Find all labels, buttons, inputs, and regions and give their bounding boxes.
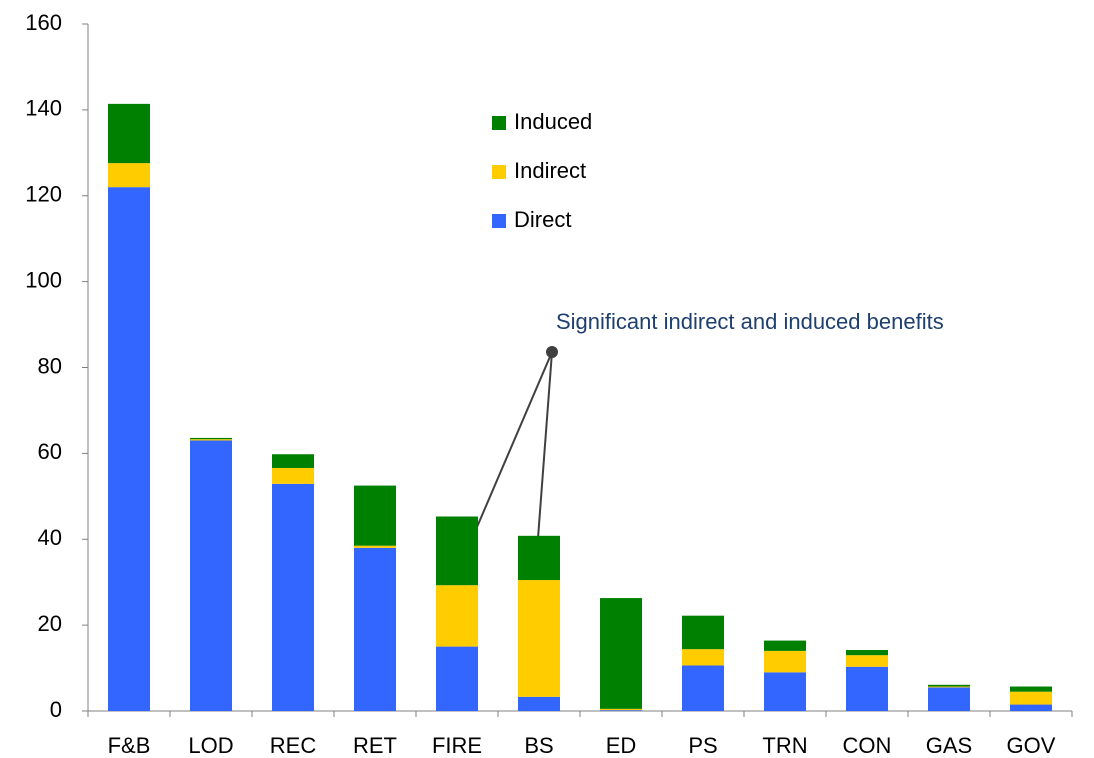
legend-label: Induced <box>514 109 592 134</box>
bar-segment <box>272 454 314 468</box>
bar-segment <box>846 666 888 711</box>
legend-label: Indirect <box>514 158 586 183</box>
bar-segment <box>600 708 642 711</box>
y-tick-label: 40 <box>38 525 62 550</box>
y-tick-label: 160 <box>25 10 62 35</box>
x-tick-label: BS <box>524 733 553 758</box>
bar-segment <box>272 467 314 484</box>
x-tick-label: LOD <box>188 733 233 758</box>
bar-segment <box>846 655 888 667</box>
y-tick-label: 120 <box>25 182 62 207</box>
x-tick-label: RET <box>353 733 397 758</box>
x-tick-label: TRN <box>762 733 807 758</box>
x-tick-label: ED <box>606 733 637 758</box>
bar-segment <box>682 665 724 711</box>
bar-segment <box>108 187 150 712</box>
bar-segment <box>436 516 478 586</box>
bar-segment <box>354 545 396 548</box>
y-tick-label: 60 <box>38 439 62 464</box>
bar-segment <box>764 640 806 651</box>
legend-swatch <box>492 165 506 179</box>
x-tick-label: PS <box>688 733 717 758</box>
bar-segment <box>928 686 970 688</box>
bar-segment <box>1010 686 1052 692</box>
y-tick-label: 0 <box>50 697 62 722</box>
bar-segment <box>272 483 314 711</box>
x-tick-label: CON <box>843 733 892 758</box>
legend-swatch <box>492 214 506 228</box>
legend-swatch <box>492 116 506 130</box>
bar-segment <box>518 535 560 581</box>
x-tick-label: F&B <box>108 733 151 758</box>
y-tick-label: 20 <box>38 611 62 636</box>
bar-segment <box>436 646 478 711</box>
bar-segment <box>928 684 970 687</box>
bar-segment <box>518 696 560 711</box>
bar-segment <box>1010 691 1052 705</box>
y-tick-label: 80 <box>38 353 62 378</box>
bar-segment <box>764 672 806 711</box>
y-tick-label: 100 <box>25 267 62 292</box>
bar-segment <box>436 585 478 647</box>
x-tick-label: FIRE <box>432 733 482 758</box>
x-tick-label: GAS <box>926 733 972 758</box>
annotation: Significant indirect and induced benefit… <box>556 309 944 334</box>
bar-segment <box>846 650 888 656</box>
bar-segment <box>928 687 970 711</box>
bar-segment <box>190 437 232 440</box>
legend-label: Direct <box>514 207 571 232</box>
bar-segment <box>518 580 560 697</box>
bar-segment <box>600 598 642 709</box>
bar-segment <box>108 103 150 164</box>
x-tick-label: REC <box>270 733 317 758</box>
bar-segment <box>600 710 642 711</box>
bar-segment <box>190 439 232 441</box>
bar-segment <box>682 649 724 666</box>
bar-segment <box>354 547 396 711</box>
bar-segment <box>682 615 724 650</box>
x-tick-label: GOV <box>1007 733 1056 758</box>
y-tick-label: 140 <box>25 96 62 121</box>
bar-segment <box>190 440 232 711</box>
bar-segment <box>764 650 806 673</box>
bar-segment <box>108 163 150 188</box>
bar-segment <box>1010 704 1052 711</box>
bar-segment <box>354 485 396 546</box>
